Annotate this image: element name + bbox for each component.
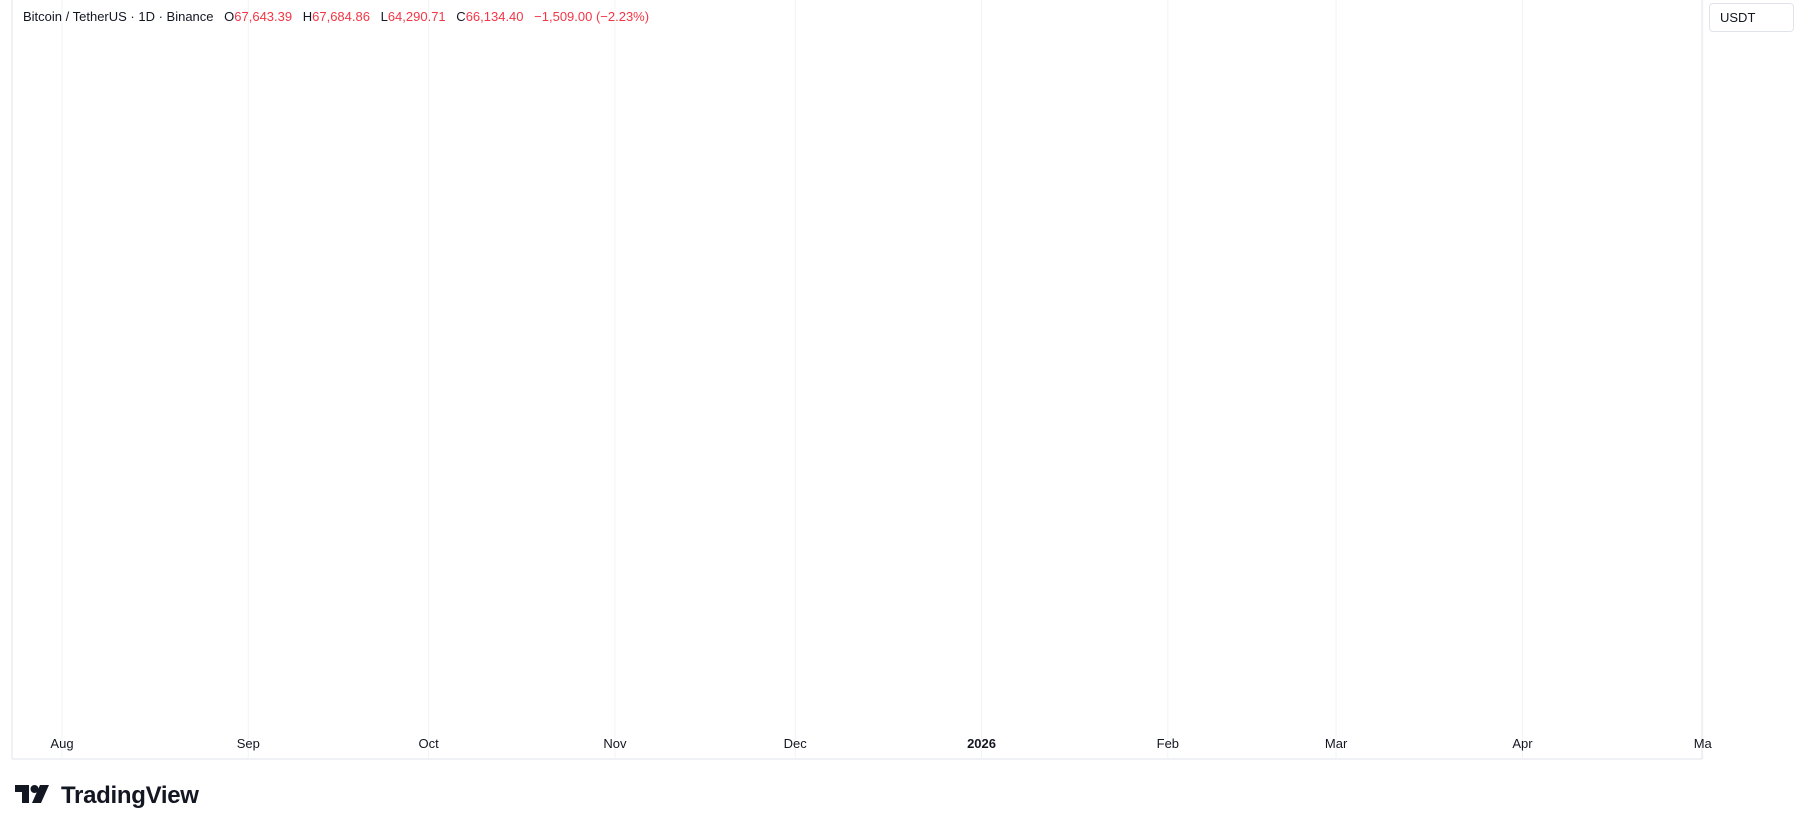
currency-unit-button[interactable]: USDT (1709, 3, 1794, 32)
low-label: L (380, 9, 388, 24)
open-label: O (224, 9, 235, 24)
low-value: 64,290.71 (387, 9, 446, 24)
time-tick-label: Sep (237, 736, 260, 751)
time-axis: Aug Sep Oct Nov Dec 2026 Feb Mar Apr Ma (50, 736, 1712, 751)
chart-grid (11, 0, 1704, 760)
open-value: 67,643.39 (234, 9, 293, 24)
time-tick-label: Nov (603, 736, 627, 751)
time-tick-label: 2026 (967, 736, 996, 751)
high-value: 67,684.86 (312, 9, 370, 24)
tradingview-wordmark: TradingView (61, 782, 199, 809)
time-tick-label: Feb (1157, 736, 1179, 751)
high-label: H (302, 9, 313, 24)
time-tick-label: Mar (1325, 736, 1348, 751)
close-value: 66,134.40 (465, 9, 524, 24)
time-tick-label: Apr (1512, 736, 1533, 751)
time-tick-label: Oct (418, 736, 439, 751)
time-tick-label: Dec (784, 736, 808, 751)
tradingview-brand[interactable]: TradingView (15, 782, 199, 810)
symbol-legend: Bitcoin / TetherUS · 1D · Binance O67,64… (23, 9, 649, 24)
change-value: −1,509.00 (−2.23%) (534, 9, 650, 24)
symbol-description[interactable]: Bitcoin / TetherUS · 1D · Binance (23, 9, 214, 24)
tradingview-logo-icon (15, 784, 53, 809)
close-label: C (456, 9, 466, 24)
time-tick-label: Ma (1694, 736, 1713, 751)
time-tick-label: Aug (50, 736, 73, 751)
